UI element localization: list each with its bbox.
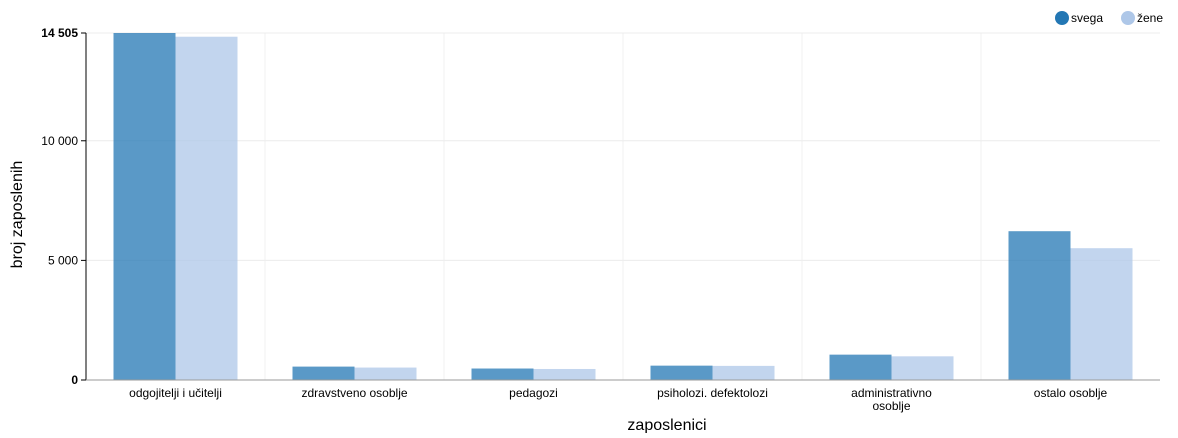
grid-layer [86, 32, 1160, 380]
bar-svega [292, 366, 355, 380]
legend: svega žene [1055, 11, 1163, 25]
x-tick-label-line: administrativno [851, 386, 932, 400]
x-axis-title: zaposlenici [627, 417, 706, 433]
x-tick-label-line: ostalo osoblje [1034, 386, 1108, 400]
legend-label-svega: svega [1071, 11, 1103, 25]
labels-layer: 0 5 000 10 000 14 505 odgojitelji i učitelji… [9, 26, 1108, 434]
x-tick-label: pedagozi [509, 386, 558, 400]
x-tick-label: ostalo osoblje [1034, 386, 1108, 400]
bar-svega [113, 33, 176, 380]
legend-marker-svega [1055, 11, 1069, 25]
y-tick-label: 5 000 [48, 253, 78, 267]
x-tick-label-line: zdravstveno osoblje [301, 386, 407, 400]
y-tick-label: 0 [71, 373, 78, 387]
bar-žene [712, 365, 775, 380]
y-axis-title: broj zaposlenih [9, 161, 26, 269]
x-tick-label-line: odgojitelji i učitelji [129, 386, 222, 400]
bar-žene [1070, 248, 1133, 380]
y-tick-label: 10 000 [41, 134, 78, 148]
bar-svega [471, 368, 534, 380]
bar-žene [175, 36, 238, 380]
legend-label-žene: žene [1137, 11, 1163, 25]
bar-svega [829, 354, 892, 380]
bar-svega [1008, 231, 1071, 380]
x-tick-label: administrativno osoblje [851, 386, 932, 413]
axes-layer [81, 32, 1160, 381]
x-tick-label-line: psiholozi. defektolozi [657, 386, 768, 400]
legend-marker-žene [1121, 11, 1135, 25]
bar-žene [354, 367, 417, 380]
bar-žene [891, 356, 954, 380]
x-tick-label-line: osoblje [872, 399, 910, 413]
y-tick-label: 14 505 [41, 26, 78, 40]
x-tick-label: odgojitelji i učitelji [129, 386, 222, 400]
x-tick-label-line: pedagozi [509, 386, 558, 400]
bar-žene [533, 368, 596, 380]
x-tick-label: psiholozi. defektolozi [657, 386, 768, 400]
bar-svega [650, 365, 713, 380]
x-tick-label: zdravstveno osoblje [301, 386, 407, 400]
bars-layer [113, 33, 1133, 380]
